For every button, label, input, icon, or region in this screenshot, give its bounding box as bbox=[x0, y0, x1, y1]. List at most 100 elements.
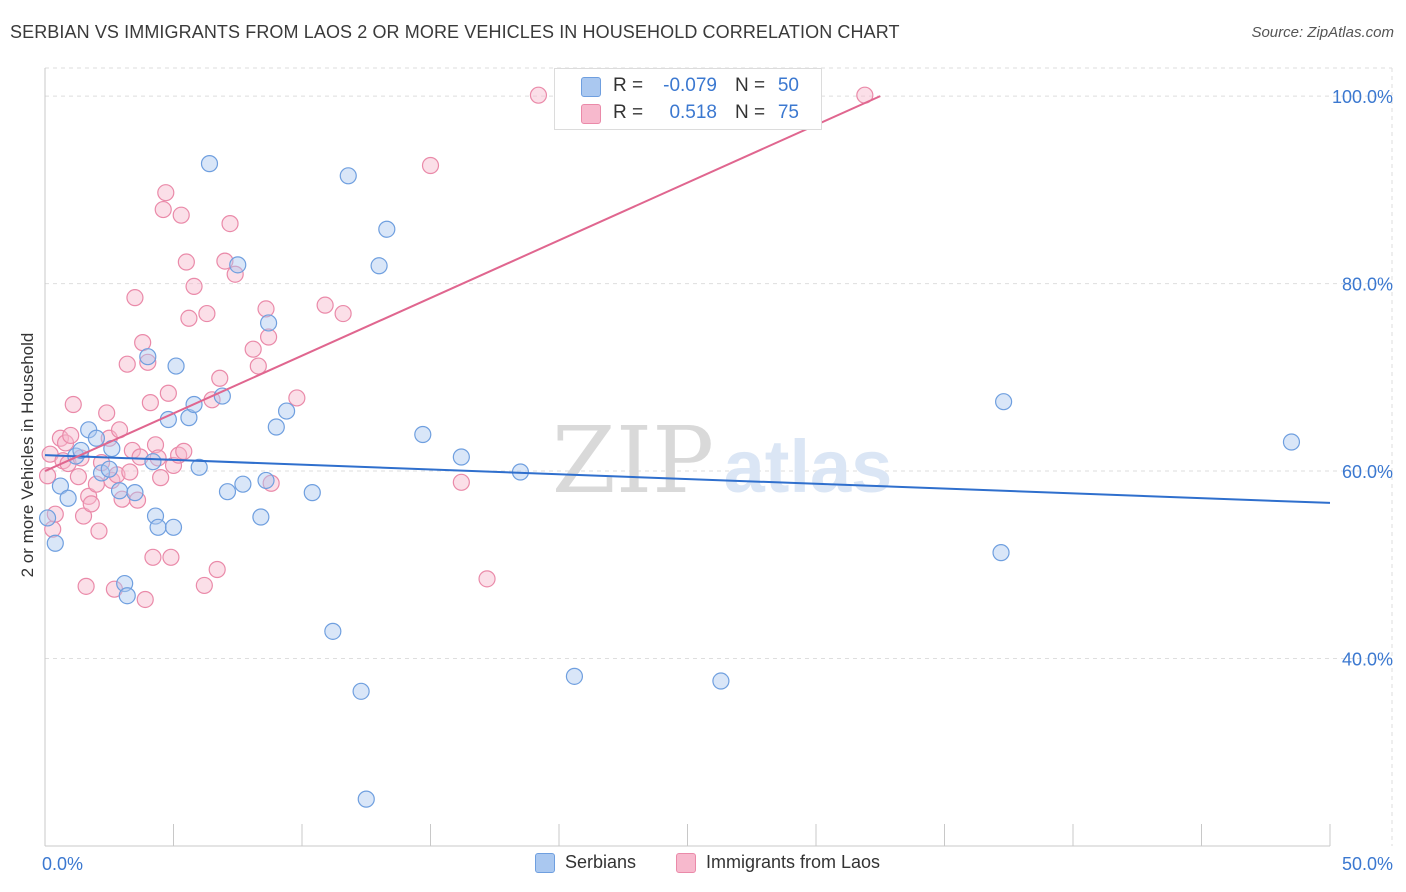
laos-point bbox=[185, 277, 203, 296]
laos-point bbox=[211, 369, 229, 387]
laos-point bbox=[126, 289, 144, 307]
serbians-point bbox=[139, 348, 157, 366]
serbians-point bbox=[87, 429, 106, 447]
laos-point bbox=[172, 206, 190, 224]
n-value: 75 bbox=[777, 102, 799, 123]
r-label: R = bbox=[613, 102, 644, 123]
laos-point bbox=[421, 156, 440, 175]
laos-point bbox=[136, 590, 154, 609]
y-tick-label: 60.0% bbox=[1342, 462, 1393, 482]
laos-point bbox=[198, 304, 216, 323]
serbians-swatch bbox=[535, 852, 555, 873]
chart-title: SERBIAN VS IMMIGRANTS FROM LAOS 2 OR MOR… bbox=[10, 22, 900, 42]
stats-row-laos: R = 0.518 N = 75 bbox=[555, 100, 821, 128]
laos-point bbox=[121, 463, 139, 481]
r-value: -0.079 bbox=[663, 75, 717, 96]
laos-point bbox=[175, 442, 193, 460]
laos-point bbox=[221, 215, 239, 233]
serbians-point bbox=[234, 475, 252, 493]
laos-point bbox=[154, 200, 172, 219]
laos-point bbox=[77, 577, 95, 595]
laos-point bbox=[195, 576, 213, 595]
tick-labels: 40.0% 60.0% 80.0% 100.0% 0.0% 50.0% bbox=[42, 87, 1393, 874]
laos-point bbox=[118, 355, 136, 373]
serbians-swatch bbox=[581, 77, 601, 97]
laos-point bbox=[146, 436, 165, 454]
laos-point bbox=[69, 468, 88, 486]
laos-point bbox=[74, 507, 93, 525]
serbians-point bbox=[190, 458, 208, 476]
laos-point bbox=[177, 253, 195, 271]
serbians-point bbox=[259, 314, 278, 332]
serbians-point bbox=[370, 257, 388, 275]
x-tick-label: 50.0% bbox=[1342, 854, 1393, 874]
r-label: R = bbox=[613, 75, 644, 96]
series-serbians-points bbox=[38, 155, 1301, 808]
laos-trend-line bbox=[44, 95, 881, 472]
legend-item-serbians[interactable]: Serbians bbox=[535, 852, 636, 873]
serbians-point bbox=[51, 477, 70, 495]
laos-point bbox=[249, 357, 267, 375]
laos-point bbox=[208, 560, 226, 579]
serbians-point bbox=[995, 393, 1013, 411]
serbians-point bbox=[324, 622, 342, 640]
watermark: ZIP atlas bbox=[552, 407, 892, 514]
laos-point bbox=[452, 473, 470, 491]
n-value: 50 bbox=[777, 75, 799, 96]
laos-swatch bbox=[676, 852, 696, 873]
serbians-point bbox=[126, 484, 144, 502]
laos-point bbox=[51, 429, 70, 447]
legend-item-laos[interactable]: Immigrants from Laos bbox=[676, 852, 880, 873]
y-tick-label: 80.0% bbox=[1342, 275, 1393, 295]
serbians-point bbox=[118, 587, 136, 605]
serbians-point bbox=[452, 448, 470, 466]
serbians-point bbox=[149, 518, 167, 536]
legend-label-serbians: Serbians bbox=[565, 852, 637, 872]
laos-point bbox=[257, 300, 275, 318]
laos-point bbox=[38, 467, 57, 485]
serbians-point bbox=[252, 508, 270, 526]
y-tick-label: 40.0% bbox=[1342, 650, 1393, 670]
laos-point bbox=[529, 86, 548, 104]
serbians-point bbox=[146, 507, 165, 525]
serbians-point bbox=[229, 256, 247, 274]
laos-point bbox=[159, 384, 177, 402]
serbians-point bbox=[992, 544, 1010, 562]
trend-lines bbox=[44, 95, 1331, 504]
serbians-point bbox=[352, 682, 370, 700]
serbians-point bbox=[339, 167, 357, 185]
x-tick-label: 0.0% bbox=[42, 854, 83, 874]
serbians-point bbox=[277, 402, 296, 420]
axes bbox=[44, 68, 1331, 847]
y-tick-label: 100.0% bbox=[1332, 87, 1393, 107]
serbians-point bbox=[378, 220, 396, 238]
laos-point bbox=[157, 184, 175, 202]
laos-point bbox=[90, 522, 108, 540]
laos-point bbox=[316, 296, 334, 314]
laos-point bbox=[131, 448, 149, 466]
serbians-point bbox=[267, 418, 285, 436]
stats-legend: R = -0.079 N = 50 R = 0.518 N = 75 bbox=[554, 68, 822, 130]
grid-lines bbox=[45, 67, 1393, 846]
laos-swatch bbox=[581, 104, 601, 124]
serbians-point bbox=[110, 482, 129, 500]
laos-point bbox=[244, 340, 262, 358]
laos-point bbox=[139, 353, 157, 371]
laos-point bbox=[216, 252, 234, 270]
serbians-point bbox=[303, 484, 321, 502]
serbians-point bbox=[38, 509, 57, 527]
serbians-point bbox=[257, 471, 275, 490]
laos-point bbox=[98, 404, 116, 422]
laos-point bbox=[164, 456, 183, 475]
laos-point bbox=[144, 548, 162, 566]
serbians-point bbox=[357, 790, 375, 808]
source-label: Source: ZipAtlas.com bbox=[1251, 24, 1394, 41]
laos-point bbox=[141, 394, 159, 412]
laos-point bbox=[334, 304, 352, 323]
laos-point bbox=[62, 426, 80, 445]
serbians-point bbox=[164, 518, 183, 536]
serbians-point bbox=[167, 357, 185, 375]
series-legend: Serbians Immigrants from Laos bbox=[0, 852, 1406, 878]
laos-point bbox=[259, 328, 278, 346]
